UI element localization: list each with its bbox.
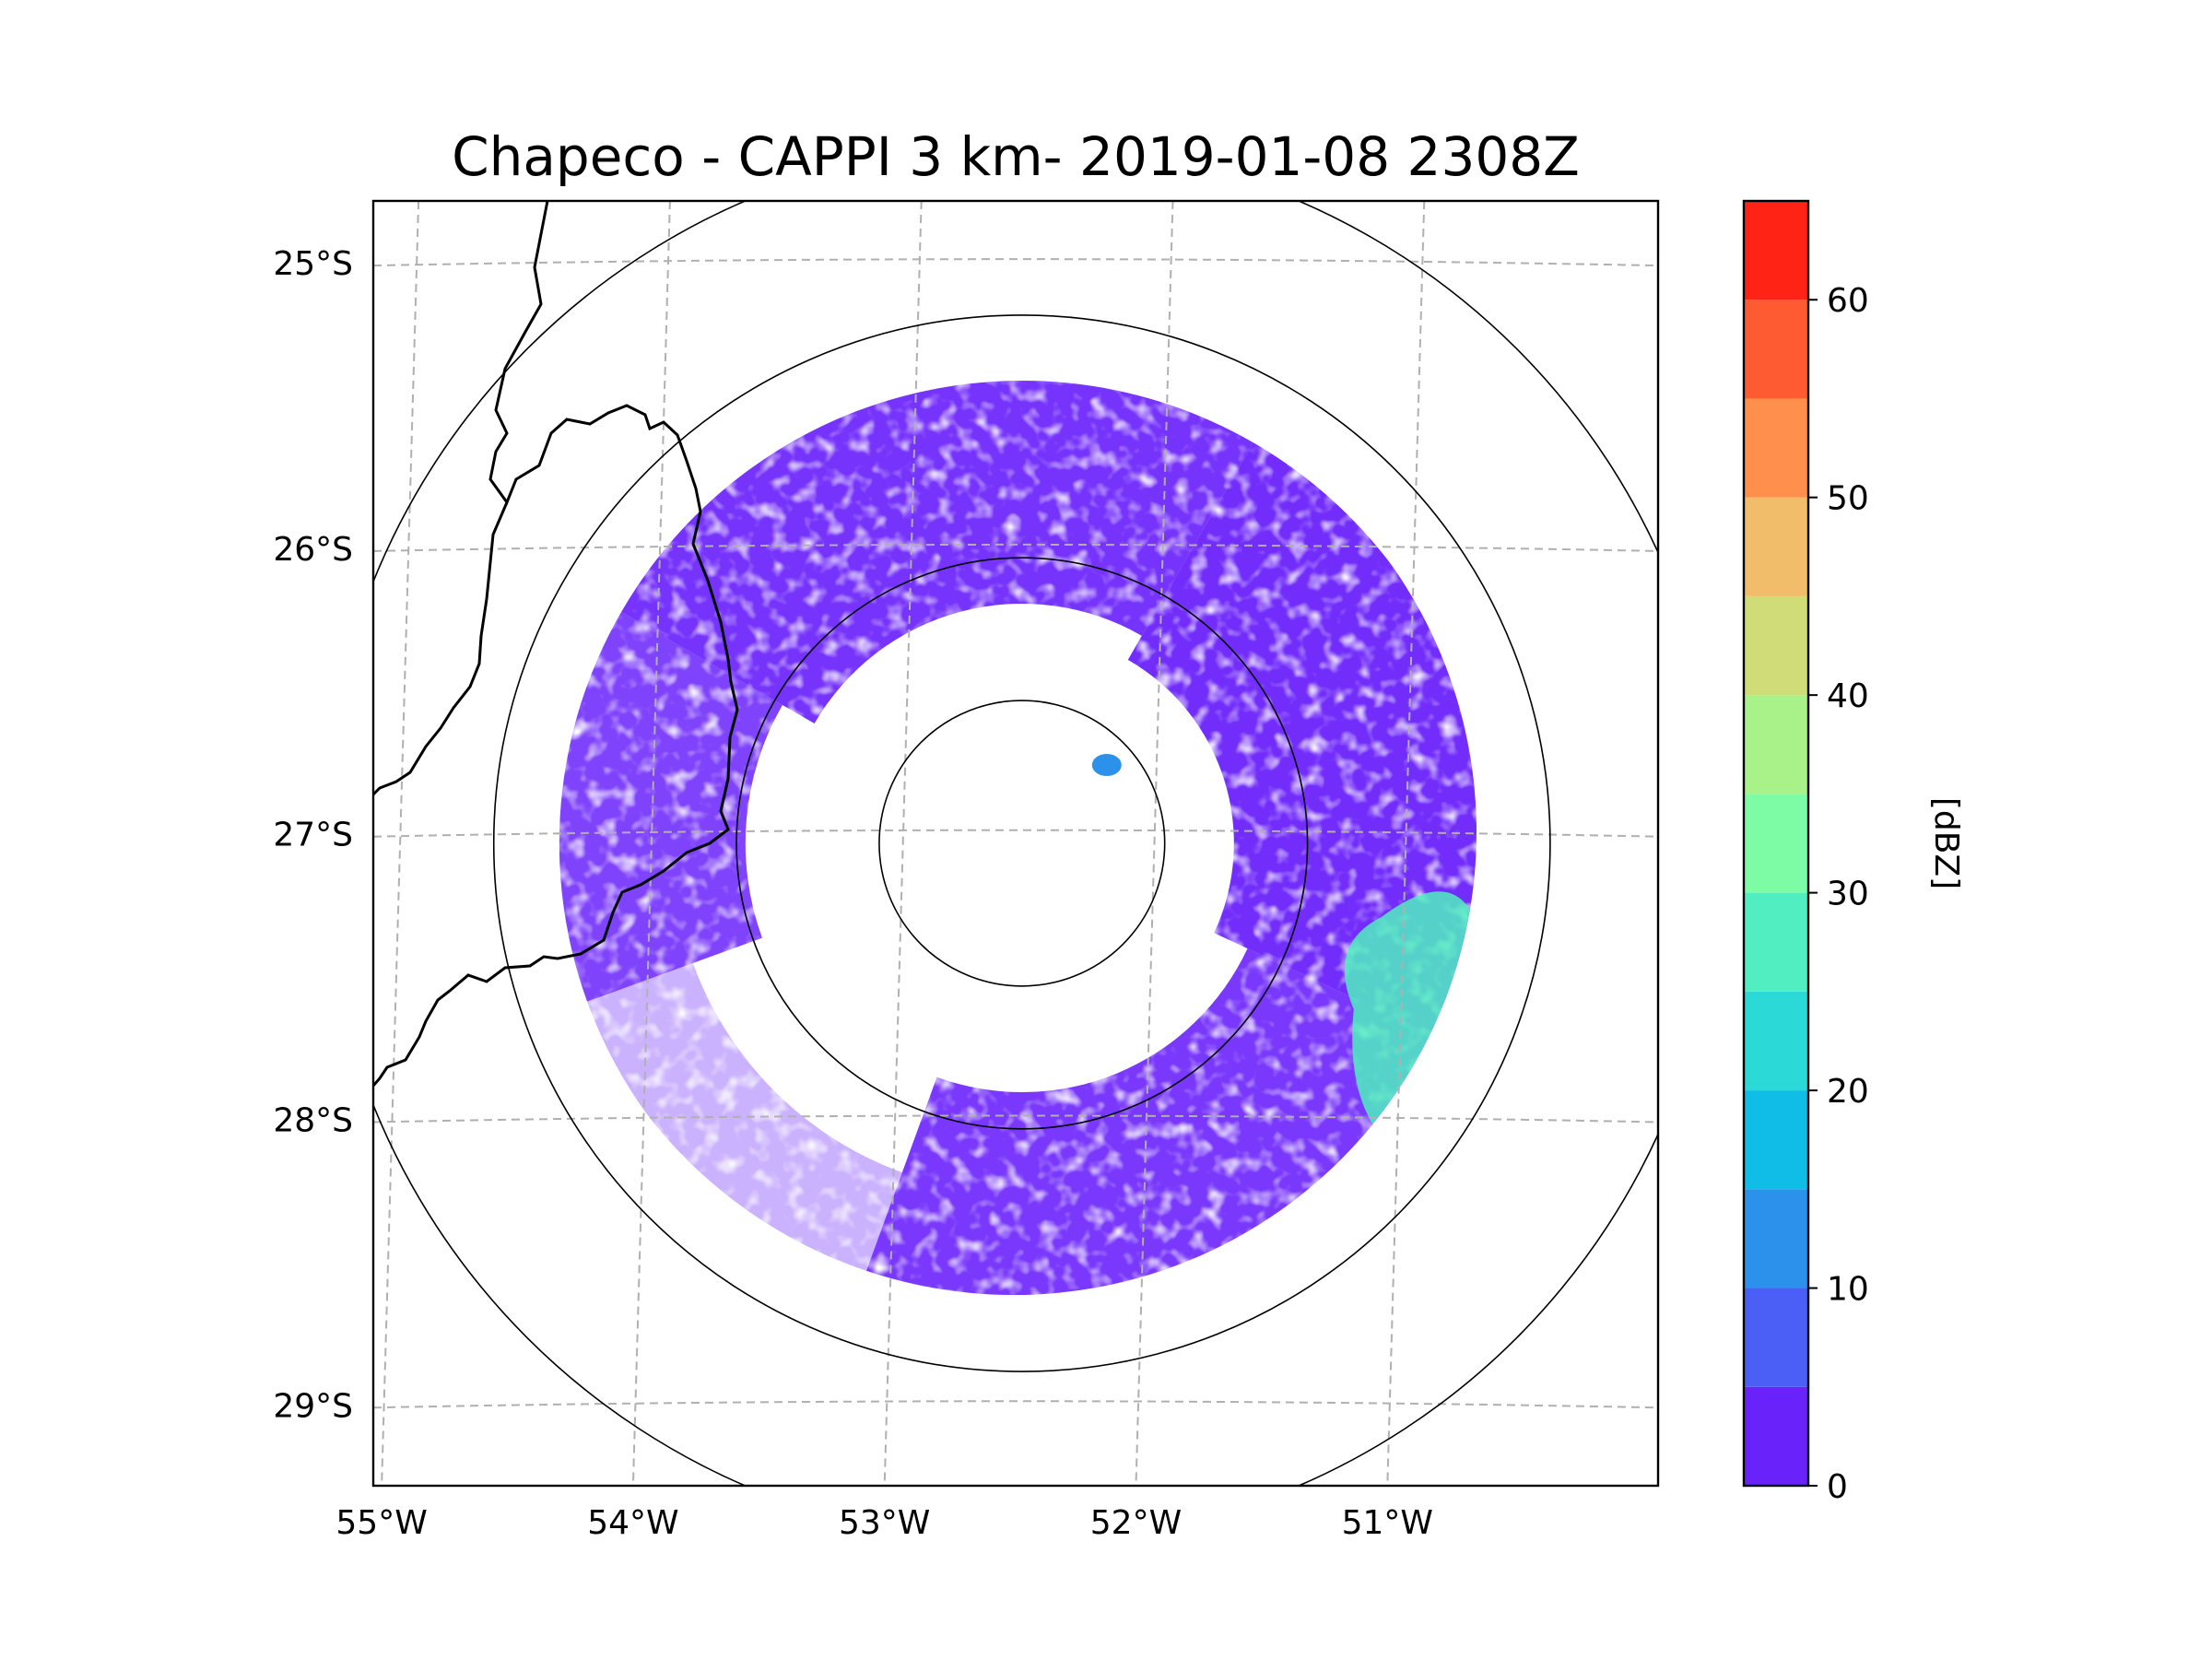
echo-isolated-cell — [1091, 754, 1122, 776]
coastline-borders — [373, 201, 739, 1087]
grid-meridian — [381, 201, 420, 1486]
grid-parallel — [373, 1400, 1658, 1409]
colorbar-tick-label: 0 — [1827, 1468, 1848, 1506]
colorbar-tick-label: 60 — [1827, 282, 1869, 320]
colorbar-bin — [1744, 595, 1808, 696]
x-tick-label: 51°W — [1342, 1504, 1433, 1542]
range-ring — [878, 700, 1166, 987]
colorbar-bin — [1744, 794, 1808, 893]
colorbar-bin — [1744, 1288, 1808, 1387]
colorbar-tick-label: 40 — [1827, 677, 1869, 715]
range-ring — [735, 557, 1309, 1130]
border-line-north — [373, 201, 739, 1087]
chart-title: Chapeco - CAPPI 3 km- 2019-01-08 2308Z — [452, 125, 1580, 188]
colorbar-bin — [1744, 1189, 1808, 1288]
colorbar-bin — [1744, 300, 1808, 399]
map-axes: 55°W 54°W 53°W 52°W 51°W 25°S 26°S 27°S 28°S 29°… — [273, 199, 1660, 1542]
grid-meridian — [1386, 201, 1426, 1486]
colorbar-bin — [1744, 892, 1808, 992]
y-tick-label: 28°S — [273, 1101, 353, 1139]
range-ring — [492, 314, 1551, 1372]
colorbar-bin — [1744, 695, 1808, 794]
y-tick-label: 26°S — [273, 531, 353, 569]
radar-echoes — [559, 381, 1477, 1295]
colorbar-bin — [1744, 497, 1808, 596]
x-tick-label: 54°W — [587, 1504, 678, 1542]
grid-meridian — [1135, 201, 1174, 1486]
gridlines — [373, 201, 1658, 1486]
colorbar-bin — [1744, 1090, 1808, 1190]
y-tick-label: 27°S — [273, 817, 353, 854]
y-tick-label: 29°S — [273, 1387, 353, 1425]
x-axis-ticks: 55°W 54°W 53°W 52°W 51°W — [335, 1504, 1433, 1542]
x-tick-label: 53°W — [839, 1504, 930, 1542]
echo-speckle — [559, 381, 1477, 1295]
colorbar-tick-label: 20 — [1827, 1073, 1869, 1111]
x-tick-label: 52°W — [1090, 1504, 1182, 1542]
colorbar-tick-label: 10 — [1827, 1271, 1869, 1309]
grid-meridian — [631, 201, 671, 1486]
grid-parallel — [373, 829, 1658, 838]
colorbar-bins — [1744, 201, 1808, 1486]
plot-frame — [371, 199, 1660, 1488]
echo-convective-core — [1344, 891, 1477, 1147]
colorbar-bin — [1744, 201, 1808, 300]
grid-parallel — [373, 543, 1658, 552]
y-tick-label: 25°S — [273, 245, 353, 283]
y-axis-ticks: 25°S 26°S 27°S 28°S 29°S — [273, 245, 353, 1425]
colorbar-tick-label: 30 — [1827, 876, 1869, 913]
grid-meridian — [883, 201, 923, 1486]
x-tick-label: 55°W — [335, 1504, 427, 1542]
colorbar-label: [dBZ] — [1927, 797, 1965, 889]
border-line-west — [373, 501, 509, 796]
grid-parallel — [373, 258, 1658, 267]
colorbar-bin — [1744, 398, 1808, 498]
colorbar-frame — [1742, 199, 1810, 1488]
colorbar-bin — [1744, 991, 1808, 1091]
grid-parallel — [373, 1114, 1658, 1124]
range-rings — [373, 201, 1658, 1486]
colorbar-tick-label: 50 — [1827, 480, 1869, 518]
colorbar: 0 10 20 30 40 50 60 [dBZ] — [1742, 199, 1965, 1506]
colorbar-ticks: 0 10 20 30 40 50 60 — [1808, 282, 1869, 1506]
colorbar-bin — [1744, 1386, 1808, 1486]
